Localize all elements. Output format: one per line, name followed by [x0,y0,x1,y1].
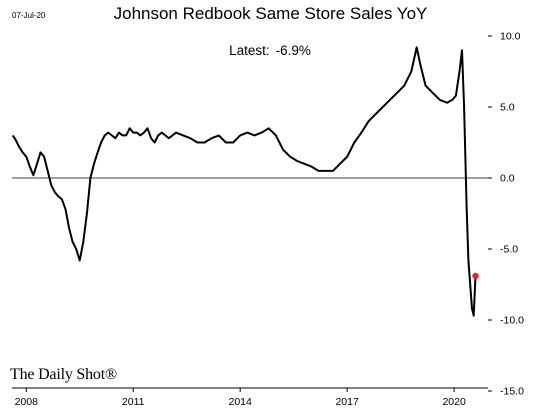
series-line-0 [11,46,477,317]
y-tick-label: 5.0 [500,102,515,114]
x-tick-label: 2014 [229,396,253,408]
brand-logo: The Daily Shot® [10,366,117,383]
y-tick-label: -5.0 [500,244,518,256]
y-tick-label: -10.0 [500,315,524,327]
latest-label: Latest: [229,43,270,58]
x-tick-label: 2017 [335,396,359,408]
y-tick-label: 10.0 [500,31,521,43]
y-tick-label: 0.0 [500,173,515,185]
y-tick-label: -15.0 [500,386,524,398]
latest-annotation: Latest: -6.9% [180,43,360,58]
chart-title: Johnson Redbook Same Store Sales YoY [113,4,428,23]
x-tick-label: 2020 [442,396,466,408]
x-tick-label: 2008 [15,396,39,408]
date-stamp: 07-Jul-20 [12,11,46,20]
latest-value: -6.9% [275,43,311,58]
latest-point-marker [472,272,479,280]
x-tick-label: 2011 [122,396,145,408]
